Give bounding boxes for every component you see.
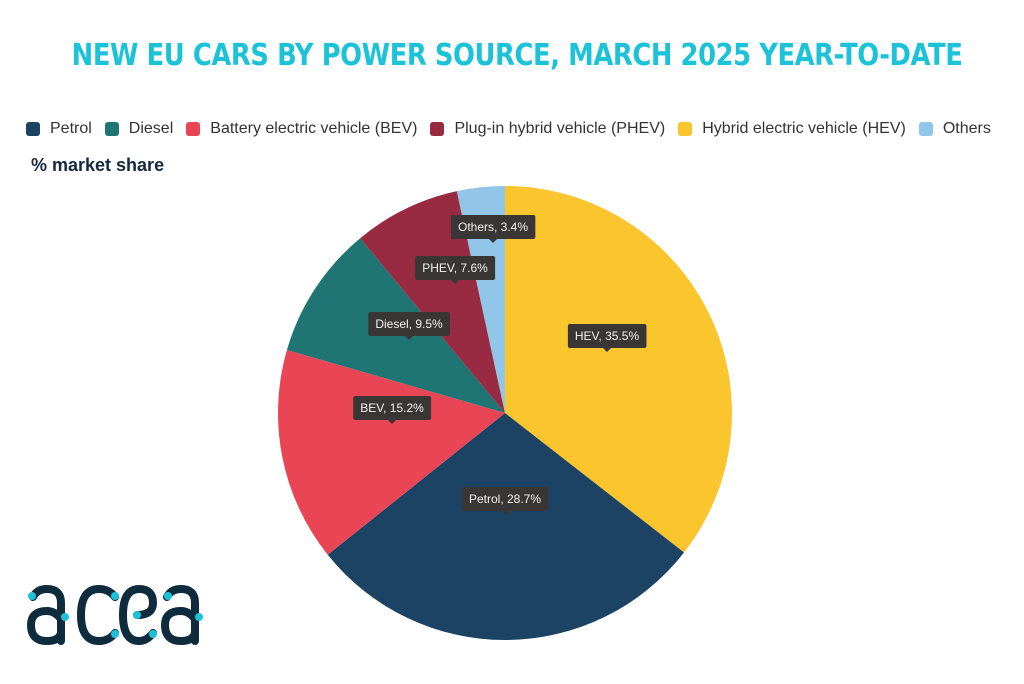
legend-swatch [26, 122, 40, 136]
data-label-pointer [451, 280, 459, 284]
data-label-box [567, 324, 647, 348]
acea-logo [25, 584, 205, 652]
data-label-petrol: Petrol, 28.7% [461, 487, 549, 515]
legend-label: Hybrid electric vehicle (HEV) [702, 120, 906, 137]
data-label-phev: PHEV, 7.6% [415, 256, 496, 284]
data-label-box [450, 215, 536, 239]
legend-item-phev[interactable]: Plug-in hybrid vehicle (PHEV) [430, 120, 665, 138]
legend-label: Diesel [128, 120, 174, 137]
data-label-others: Others, 3.4% [450, 215, 536, 243]
pie-slice-bev[interactable] [278, 349, 505, 555]
pie-slice-phev[interactable] [360, 191, 505, 413]
data-label-pointer [388, 420, 396, 424]
legend-swatch [430, 122, 445, 136]
legend-label: Battery electric vehicle (BEV) [210, 120, 418, 137]
legend-swatch [678, 122, 693, 136]
chart-subtitle: % market share [31, 155, 165, 175]
legend: Petrol Diesel Battery electric vehicle (… [26, 120, 1004, 138]
legend-item-bev[interactable]: Battery electric vehicle (BEV) [186, 120, 417, 138]
pie-slice-petrol[interactable] [327, 413, 685, 640]
data-label-text: Diesel, 9.5% [375, 317, 443, 331]
pie-slice-hev[interactable] [505, 186, 732, 553]
data-label-pointer [489, 239, 497, 243]
data-label-pointer [405, 336, 413, 340]
data-label-text: Others, 3.4% [458, 220, 528, 234]
legend-item-petrol[interactable]: Petrol [26, 120, 92, 138]
legend-swatch [104, 122, 119, 136]
data-label-box [353, 396, 432, 420]
pie-slices [278, 186, 732, 640]
pie-labels: HEV, 35.5% Petrol, 28.7% BEV, 15.2% Diesel,… [353, 215, 647, 515]
acea-logo-mark [26, 584, 203, 646]
legend-label: Petrol [50, 120, 92, 137]
data-label-diesel: Diesel, 9.5% [368, 312, 451, 340]
data-label-box [368, 312, 451, 336]
data-label-text: HEV, 35.5% [575, 329, 640, 343]
data-label-pointer [501, 511, 509, 515]
data-label-text: BEV, 15.2% [360, 401, 424, 415]
data-label-text: PHEV, 7.6% [422, 261, 488, 275]
legend-label: Plug-in hybrid vehicle (PHEV) [454, 120, 666, 137]
legend-label: Others [942, 120, 991, 137]
data-label-hev: HEV, 35.5% [567, 324, 647, 352]
legend-item-diesel[interactable]: Diesel [104, 120, 174, 138]
data-label-bev: BEV, 15.2% [353, 396, 432, 424]
chart-title: NEW EU CARS BY POWER SOURCE, MARCH 2025 … [71, 38, 963, 73]
data-label-box [415, 256, 496, 280]
legend-swatch [918, 122, 933, 136]
data-label-text: Petrol, 28.7% [469, 492, 541, 506]
legend-swatch [186, 122, 201, 136]
data-label-pointer [603, 348, 611, 352]
legend-item-others[interactable]: Others [918, 120, 991, 138]
data-label-box [461, 487, 549, 511]
legend-item-hev[interactable]: Hybrid electric vehicle (HEV) [678, 120, 906, 138]
